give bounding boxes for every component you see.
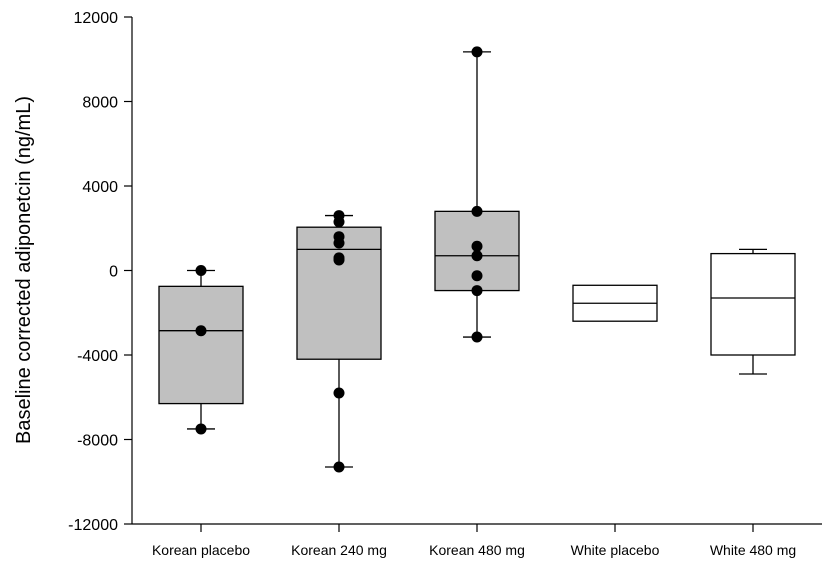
y-tick-label: 8000 <box>82 95 118 112</box>
y-axis-title: Baseline corrected adiponetcin (ng/mL) <box>13 96 35 444</box>
data-point <box>333 387 345 399</box>
x-tick-label: White 480 mg <box>710 542 796 558</box>
data-point <box>195 265 207 276</box>
data-point <box>471 285 483 297</box>
data-point <box>333 254 345 266</box>
data-point <box>195 423 207 435</box>
data-point <box>471 331 483 343</box>
box-group <box>434 46 520 343</box>
data-point <box>471 270 483 282</box>
data-point <box>333 461 345 473</box>
y-tick-label: -4000 <box>77 348 118 365</box>
data-point <box>471 46 483 58</box>
y-tick-label: -12000 <box>68 517 118 534</box>
y-tick-label: 0 <box>109 264 118 281</box>
data-point <box>195 325 207 337</box>
box-plot-series <box>158 46 796 473</box>
box-group <box>572 284 658 322</box>
x-tick-label: Korean 480 mg <box>429 542 525 558</box>
box-group <box>296 210 382 473</box>
x-axis: Korean placebo Korean 240 mg Korean 480 mg… <box>132 523 822 558</box>
data-point <box>333 216 345 228</box>
data-point <box>333 237 345 249</box>
y-tick-label: 12000 <box>74 10 119 27</box>
box-iqr <box>158 285 244 405</box>
box-iqr <box>710 252 796 356</box>
y-tick-label: -8000 <box>77 433 118 450</box>
x-tick-label: Korean placebo <box>152 542 250 558</box>
x-tick-label: Korean 240 mg <box>291 542 387 558</box>
data-point <box>471 250 483 262</box>
data-point <box>471 205 483 217</box>
data-point <box>471 240 483 252</box>
box-group <box>710 248 796 375</box>
x-tick-label: White placebo <box>571 542 660 558</box>
y-tick-label: 4000 <box>82 179 118 196</box>
box-group <box>158 265 244 435</box>
y-axis: -12000 -8000 -4000 0 4000 8000 12000 <box>68 10 133 534</box>
